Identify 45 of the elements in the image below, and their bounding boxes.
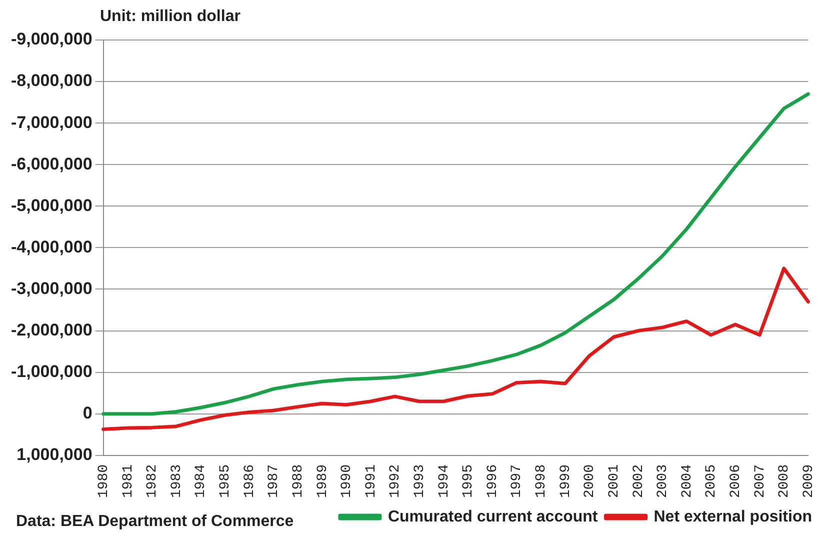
x-tick-label: 2008 [776,464,793,498]
text: Data: BEA Department of Commerce [16,513,294,531]
x-tick-label: 2001 [606,464,622,498]
y-axis-title: Unit: million dollar [100,8,240,26]
y-tick-label: -2,000,000 [10,320,92,340]
x-tick-label: 2002 [630,464,647,498]
x-tick-label: 1993 [412,464,428,498]
x-tick-label: 1989 [314,464,331,498]
y-tick-label: -6,000,000 [10,154,92,174]
x-tick-label: 1997 [509,464,526,498]
y-tick-label: -4,000,000 [10,237,92,256]
x-tick-label: 2003 [655,464,672,498]
legend-label: Net external position [654,508,812,526]
x-tick-label: 1987 [266,464,282,498]
x-tick-label: 1985 [218,464,234,498]
x-tick-label: 1986 [242,464,258,498]
x-tick-label: 1999 [558,464,574,498]
x-tick-label: 2000 [582,464,598,498]
y-tick-label: -8,000,000 [10,71,92,90]
x-tick-label: 1990 [339,464,356,498]
y-tick-label: -5,000,000 [10,196,92,215]
x-tick-label: 1980 [96,464,112,498]
x-tick-label: 1988 [290,464,306,498]
x-tick-label: 1984 [193,464,210,498]
y-tick-label: -3,000,000 [10,278,92,298]
x-tick-label: 2004 [679,464,696,498]
x-tick-label: 1994 [436,464,452,498]
x-tick-label: 1996 [484,464,501,498]
x-tick-label: 1998 [534,464,550,498]
x-tick-label: 1981 [120,464,136,498]
x-tick-label: 2006 [728,464,744,498]
x-tick-label: 1995 [460,464,477,498]
y-tick-label: -7,000,000 [10,112,92,132]
y-tick-label: -1,000,000 [10,362,92,382]
x-tick-label: 1982 [144,464,161,498]
x-tick-label: 1991 [363,464,380,498]
x-tick-label: 2007 [752,464,768,498]
x-tick-label: 1983 [168,464,185,498]
x-tick-label: 2009 [800,464,817,498]
y-tick-label: -9,000,000 [10,30,92,49]
x-tick-label: 1992 [388,464,404,498]
y-tick-label: 1,000,000 [16,445,92,464]
legend-label: Cumurated current account [388,508,598,526]
y-tick-label: 0 [82,404,92,423]
x-tick-label: 2005 [704,464,720,498]
